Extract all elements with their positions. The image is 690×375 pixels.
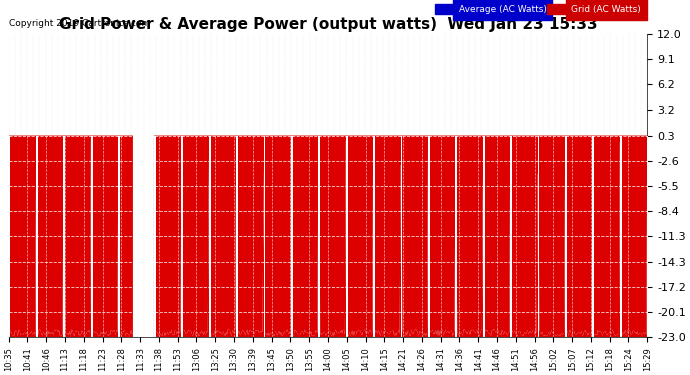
Text: Copyright 2019 Cartronics.com: Copyright 2019 Cartronics.com [9, 19, 150, 28]
Title: Grid Power & Average Power (output watts)  Wed Jan 23 15:33: Grid Power & Average Power (output watts… [59, 17, 598, 32]
Legend: Average (AC Watts), Grid (AC Watts): Average (AC Watts), Grid (AC Watts) [433, 3, 642, 16]
